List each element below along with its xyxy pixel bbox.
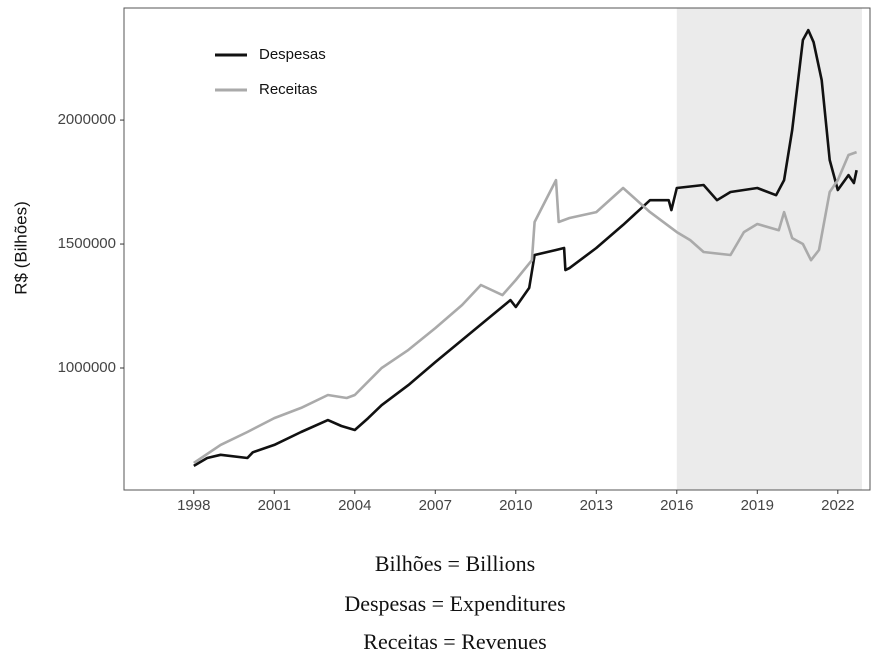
x-tick-label: 2001 (258, 497, 291, 514)
y-tick-label: 1000000 (58, 359, 116, 376)
note: Bilhões = Billions (375, 551, 535, 576)
x-tick-label: 2010 (499, 497, 532, 514)
x-tick-label: 2007 (419, 497, 452, 514)
note: Receitas = Revenues (363, 629, 546, 654)
plot-border (123, 7, 871, 491)
x-tick-label: 1998 (177, 497, 210, 514)
shaded-region (676, 8, 862, 490)
x-tick-label: 2019 (741, 497, 774, 514)
y-tick-label: 1500000 (58, 235, 116, 252)
legend-label: Despesas (259, 46, 326, 63)
line-series (193, 150, 858, 465)
x-tick-label: 2016 (660, 497, 693, 514)
x-tick-label: 2022 (821, 497, 854, 514)
y-axis-label: R$ (Bilhões) (11, 201, 30, 295)
line-series (193, 28, 858, 468)
y-tick-label: 2000000 (58, 111, 116, 128)
legend-label: Receitas (259, 81, 317, 98)
x-tick-label: 2004 (338, 497, 371, 514)
x-tick-label: 2013 (580, 497, 613, 514)
note: Despesas = Expenditures (344, 591, 565, 616)
